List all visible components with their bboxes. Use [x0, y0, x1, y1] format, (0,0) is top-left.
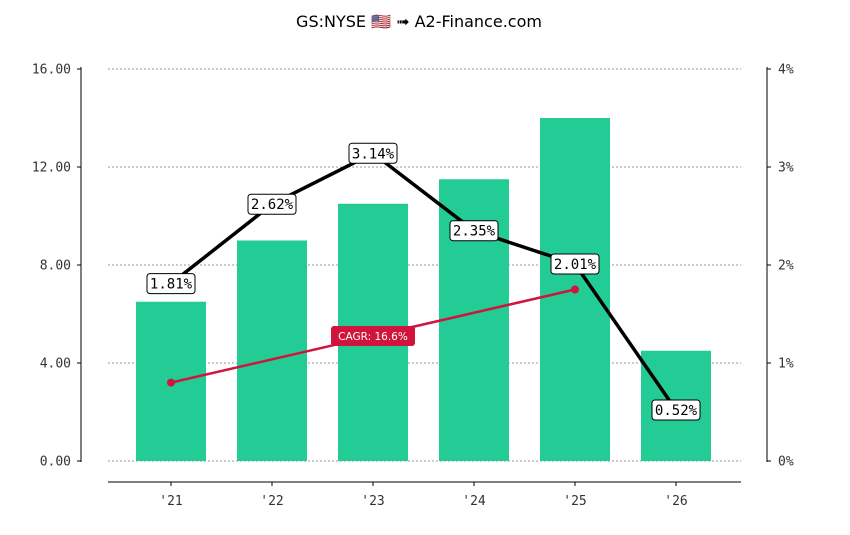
- x-tick-label: '24: [462, 494, 486, 509]
- x-tick-label: '25: [563, 494, 586, 509]
- left-tick-label: 0.00: [40, 455, 71, 470]
- data-label-box: [247, 193, 297, 215]
- left-tick-label: 8.00: [40, 259, 71, 274]
- data-label: 2.62%: [251, 197, 294, 213]
- data-label-box: [146, 273, 196, 295]
- data-label: 2.01%: [554, 257, 597, 273]
- left-tick-label: 16.00: [32, 63, 71, 78]
- x-tick-label: '21: [159, 494, 182, 509]
- chart-title: GS:NYSE 🇺🇸 ➟ A2-Finance.com: [296, 12, 542, 31]
- x-tick-label: '26: [664, 494, 687, 509]
- data-label-box: [348, 142, 398, 164]
- data-label-box: [550, 253, 600, 275]
- x-tick-label: '23: [361, 494, 384, 509]
- data-label: 2.35%: [453, 224, 496, 240]
- data-label: 1.81%: [150, 277, 193, 293]
- cagr-end-point: [571, 285, 579, 294]
- right-tick-label: 0%: [778, 455, 794, 470]
- data-label-box: [651, 399, 701, 421]
- grid-lines: [108, 68, 741, 462]
- right-tick-label: 4%: [778, 63, 794, 78]
- x-tick-label: '22: [260, 494, 283, 509]
- cagr-label: CAGR: 16.6%: [338, 331, 408, 343]
- left-tick-label: 12.00: [32, 161, 71, 176]
- data-label-box: [449, 220, 499, 242]
- data-label: 0.52%: [655, 403, 698, 419]
- axes: 0.00 4.00 8.00 12.00 16.00 0% 1% 2% 3% 4% '21 '22 '2…: [32, 63, 794, 510]
- bar: [237, 240, 307, 461]
- cagr-overlay: CAGR: 16.6%: [167, 285, 579, 387]
- left-tick-label: 4.00: [40, 357, 71, 372]
- right-tick-label: 1%: [778, 357, 794, 372]
- cagr-badge: [331, 326, 415, 347]
- data-label: 3.14%: [352, 146, 395, 162]
- yield-line-path: [169, 151, 678, 412]
- cagr-start-point: [167, 378, 175, 387]
- right-tick-label: 3%: [778, 161, 794, 176]
- bars: [136, 118, 711, 461]
- right-tick-label: 2%: [778, 259, 794, 274]
- yield-line: 1.81% 2.62% 3.14% 2.35% 2.01% 0.52%: [146, 142, 701, 421]
